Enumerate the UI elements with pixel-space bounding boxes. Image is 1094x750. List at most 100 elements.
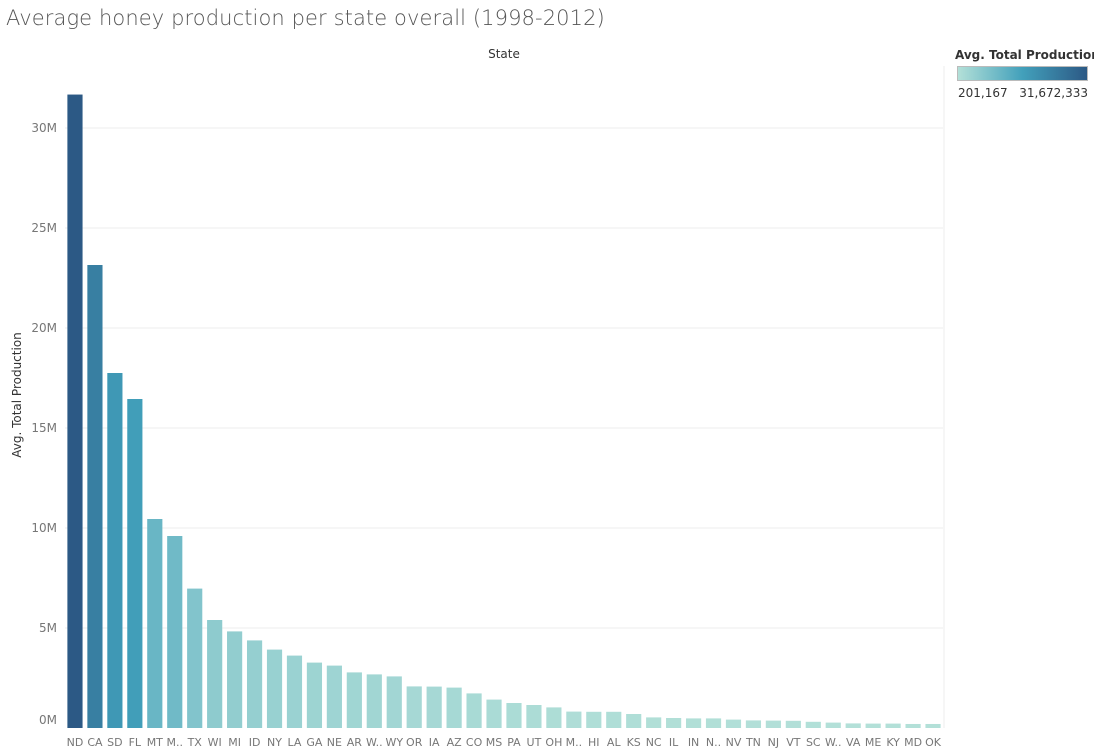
- x-tick-label: M..: [566, 736, 582, 749]
- x-tick-label: OH: [545, 736, 562, 749]
- bar-33[interactable]: [705, 718, 722, 728]
- x-tick-label: AR: [347, 736, 363, 749]
- bars: [67, 94, 941, 729]
- x-tick-label: IN: [688, 736, 699, 749]
- bar-3[interactable]: [107, 373, 123, 728]
- bar-2[interactable]: [87, 265, 103, 728]
- legend-max-label: 31,672,333: [1019, 86, 1088, 100]
- bar-11[interactable]: [266, 649, 283, 728]
- bar-36[interactable]: [765, 720, 781, 728]
- y-tick-label: 25M: [31, 221, 57, 235]
- x-tick-label: MD: [904, 736, 922, 749]
- x-tick-label: TN: [745, 736, 761, 749]
- bar-9[interactable]: [227, 631, 243, 728]
- y-tick-labels: 0M 5M 10M 15M 20M 25M 30M: [31, 121, 57, 727]
- x-tick-label: LA: [288, 736, 302, 749]
- bar-29[interactable]: [626, 714, 642, 728]
- bar-22[interactable]: [486, 699, 502, 728]
- bar-40[interactable]: [845, 723, 861, 728]
- y-axis-title: Avg. Total Production: [10, 332, 24, 458]
- bar-26[interactable]: [566, 711, 582, 728]
- x-tick-label: MT: [147, 736, 163, 749]
- bar-37[interactable]: [785, 720, 801, 728]
- bar-35[interactable]: [745, 720, 762, 728]
- x-tick-label: GA: [306, 736, 323, 749]
- bar-19[interactable]: [426, 686, 442, 728]
- bar-32[interactable]: [685, 718, 702, 728]
- bar-8[interactable]: [207, 620, 223, 728]
- x-tick-label: VA: [846, 736, 861, 749]
- bar-38[interactable]: [805, 721, 821, 728]
- y-tick-label: 30M: [31, 121, 57, 135]
- x-tick-label: IA: [429, 736, 440, 749]
- x-tick-label: M..: [167, 736, 183, 749]
- x-tick-label: NY: [267, 736, 282, 749]
- bar-21[interactable]: [466, 693, 482, 728]
- bar-31[interactable]: [666, 718, 682, 728]
- x-tick-label: KY: [886, 736, 900, 749]
- x-tick-label: NV: [726, 736, 742, 749]
- x-tick-label: N..: [706, 736, 721, 749]
- bar-5[interactable]: [147, 519, 163, 728]
- bar-4[interactable]: [127, 399, 143, 728]
- bar-41[interactable]: [865, 723, 881, 728]
- x-tick-label: NE: [327, 736, 342, 749]
- bar-17[interactable]: [386, 676, 402, 728]
- x-tick-label: NC: [646, 736, 662, 749]
- x-tick-labels: ND CA SD FL MT M.. TX WI MI ID NY LA GA NE AR W.. WY OR IA…: [67, 736, 942, 749]
- x-tick-label: SD: [107, 736, 122, 749]
- x-tick-label: SC: [806, 736, 821, 749]
- x-tick-label: WY: [385, 736, 403, 749]
- chart-title: Average honey production per state overa…: [6, 6, 605, 30]
- x-tick-label: OR: [406, 736, 423, 749]
- x-tick-label: ND: [67, 736, 84, 749]
- x-tick-label: UT: [527, 736, 542, 749]
- x-tick-label: OK: [925, 736, 942, 749]
- x-tick-label: WI: [208, 736, 222, 749]
- x-tick-label: PA: [507, 736, 521, 749]
- bar-1[interactable]: [67, 94, 83, 729]
- legend-color-scale: [957, 66, 1088, 81]
- x-tick-label: CO: [466, 736, 483, 749]
- x-tick-label: IL: [669, 736, 679, 749]
- x-tick-label: W..: [366, 736, 383, 749]
- x-tick-label: FL: [129, 736, 142, 749]
- x-tick-label: HI: [588, 736, 600, 749]
- bar-7[interactable]: [187, 588, 203, 728]
- bar-42[interactable]: [885, 723, 901, 728]
- bar-30[interactable]: [646, 717, 662, 728]
- y-tick-label: 5M: [39, 621, 57, 635]
- bar-10[interactable]: [246, 640, 263, 728]
- x-tick-label: AZ: [447, 736, 463, 749]
- x-tick-label: AL: [607, 736, 622, 749]
- bar-20[interactable]: [446, 687, 462, 728]
- bar-18[interactable]: [406, 686, 422, 728]
- x-tick-label: W..: [825, 736, 842, 749]
- x-tick-label: ID: [249, 736, 261, 749]
- y-tick-label: 15M: [31, 421, 57, 435]
- x-axis-title: State: [488, 47, 520, 61]
- bar-12[interactable]: [286, 655, 303, 728]
- x-tick-label: NJ: [768, 736, 779, 749]
- bar-13[interactable]: [306, 662, 323, 728]
- bar-43[interactable]: [905, 723, 921, 728]
- y-tick-label: 20M: [31, 321, 57, 335]
- bar-6[interactable]: [167, 536, 183, 728]
- x-tick-label: VT: [786, 736, 801, 749]
- bar-23[interactable]: [506, 703, 522, 728]
- x-tick-label: ME: [865, 736, 881, 749]
- x-tick-label: KS: [627, 736, 641, 749]
- bar-25[interactable]: [546, 707, 562, 728]
- bar-16[interactable]: [366, 674, 382, 728]
- legend-min-label: 201,167: [958, 86, 1008, 100]
- y-tick-label: 10M: [31, 521, 57, 535]
- bar-44[interactable]: [925, 723, 941, 728]
- bar-27[interactable]: [586, 711, 602, 728]
- bar-14[interactable]: [326, 665, 342, 728]
- bar-24[interactable]: [526, 705, 542, 728]
- bar-15[interactable]: [346, 672, 362, 728]
- bar-34[interactable]: [725, 719, 742, 728]
- bar-39[interactable]: [825, 722, 841, 728]
- bar-28[interactable]: [606, 711, 622, 728]
